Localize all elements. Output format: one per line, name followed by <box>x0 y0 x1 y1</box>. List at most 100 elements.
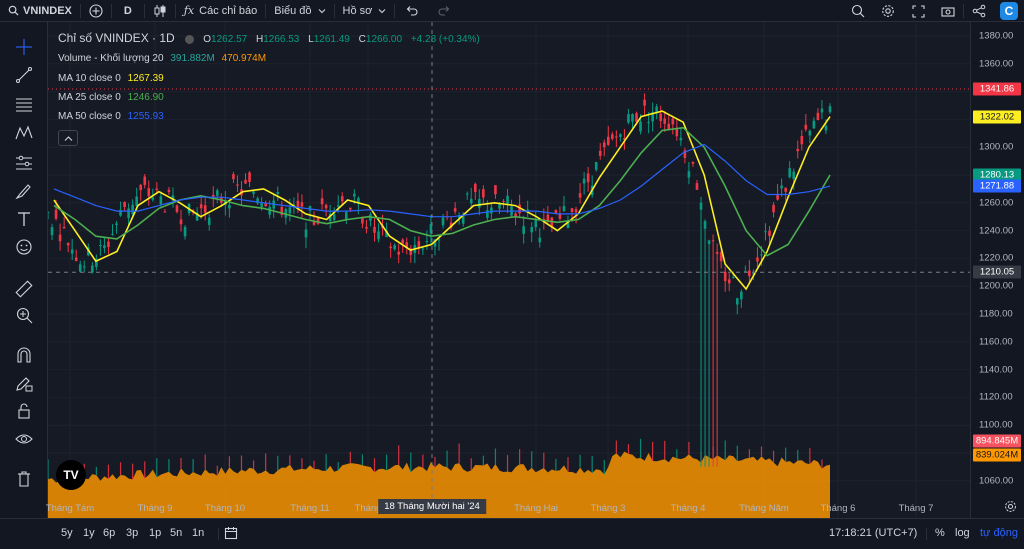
axis-settings-button[interactable] <box>1004 500 1017 516</box>
clock-display[interactable]: 17:18:21 (UTC+7) <box>829 527 918 539</box>
candle-body <box>171 195 175 201</box>
candle-body <box>276 192 280 194</box>
candle-body <box>752 273 755 275</box>
snapshot-button[interactable] <box>933 0 963 22</box>
candle-body <box>288 207 292 214</box>
settings-button[interactable] <box>873 0 903 22</box>
quick-search-button[interactable] <box>843 0 873 22</box>
magnet-tool[interactable] <box>12 344 36 366</box>
candle-body <box>203 205 207 213</box>
candle-body <box>542 218 546 221</box>
high-label: H <box>255 34 264 45</box>
price-chart[interactable] <box>48 22 970 518</box>
candle-body <box>103 245 106 249</box>
price-tick-label: 1200.00 <box>979 280 1014 292</box>
tradingview-logo[interactable]: TV <box>56 460 86 490</box>
candle-type-button[interactable] <box>145 0 175 22</box>
stay-in-drawing-tool[interactable] <box>12 372 36 394</box>
symbol-search-button[interactable]: VNINDEX <box>0 0 80 22</box>
divider <box>265 3 267 18</box>
price-tick-label: 1180.00 <box>979 308 1013 320</box>
candle-body <box>324 204 328 209</box>
symbol-label: VNINDEX <box>23 4 72 17</box>
candle-body <box>651 112 654 122</box>
emoji-tool[interactable] <box>12 236 36 258</box>
divider <box>174 3 176 18</box>
profile-dropdown[interactable]: Hồ sơ <box>335 0 395 22</box>
candle-body <box>558 213 562 219</box>
trend-line-tool[interactable] <box>12 64 36 86</box>
divider <box>333 3 335 18</box>
undo-button[interactable] <box>395 0 428 22</box>
candle-body <box>611 134 614 139</box>
time-axis[interactable]: Tháng Tám Tháng 9 Tháng 10 Tháng 11 Tháng Thá… <box>45 498 970 518</box>
text-tool[interactable] <box>12 208 36 230</box>
range-1n-button[interactable]: 1n <box>192 527 205 539</box>
compare-symbol-button[interactable] <box>81 0 111 22</box>
measure-tool[interactable] <box>12 278 36 300</box>
price-axis[interactable]: 1380.001360.001340.001320.001300.001280.… <box>970 22 1024 518</box>
candle-body <box>594 161 598 170</box>
candle-body <box>534 220 538 228</box>
candle-body <box>828 106 832 113</box>
redo-button[interactable] <box>428 0 461 22</box>
pattern-tool[interactable] <box>12 122 36 144</box>
candle-body <box>699 202 703 210</box>
range-6p-button[interactable]: 6p <box>103 527 116 539</box>
brand-logo[interactable]: C <box>994 0 1024 22</box>
fullscreen-button[interactable] <box>903 0 933 22</box>
range-5y-button[interactable]: 5y <box>61 527 73 539</box>
candle-body <box>522 226 525 234</box>
candle-body <box>139 184 143 191</box>
lock-drawings-tool[interactable] <box>12 400 36 422</box>
candle-body <box>70 249 74 254</box>
forecast-tool[interactable] <box>12 152 36 174</box>
candle-body <box>256 198 259 204</box>
candle-body <box>675 127 679 137</box>
lock-icon <box>18 403 30 419</box>
candle-body <box>365 227 368 229</box>
candle-body <box>268 206 272 215</box>
interval-button[interactable]: D <box>123 4 132 17</box>
date-range-button[interactable] <box>218 528 219 540</box>
time-tick-label: Tháng 9 <box>137 503 173 514</box>
price-tick-label: 1260.00 <box>979 197 1014 209</box>
price-tick-label: 1160.00 <box>979 336 1013 348</box>
candle-body <box>115 223 118 226</box>
chart-pane[interactable] <box>48 22 970 518</box>
range-5n-button[interactable]: 5n <box>170 527 183 539</box>
calendar-icon[interactable] <box>224 526 238 543</box>
candle-body <box>490 207 493 214</box>
log-scale-button[interactable]: log <box>955 527 970 539</box>
candle-body <box>619 134 622 137</box>
candle-body <box>437 239 441 241</box>
candle-body <box>679 137 683 141</box>
add-circle-icon <box>89 3 103 18</box>
share-button[interactable] <box>964 0 994 22</box>
indicators-button[interactable]: ƒx Các chỉ báo <box>176 0 265 22</box>
legend-collapse-button[interactable] <box>58 130 78 146</box>
candle-body <box>695 183 699 190</box>
percent-scale-button[interactable]: % <box>935 527 945 539</box>
chevron-down-icon <box>318 8 325 13</box>
hide-drawings-tool[interactable] <box>12 428 36 450</box>
candle-body <box>816 112 820 121</box>
zoom-tool[interactable] <box>12 304 36 326</box>
range-3p-button[interactable]: 3p <box>126 527 139 539</box>
brush-tool[interactable] <box>12 180 36 202</box>
time-tick-label: Tháng Tám <box>45 503 95 514</box>
candle-body <box>756 257 759 262</box>
fib-tool[interactable] <box>12 94 36 116</box>
auto-scale-button[interactable]: tự động <box>980 527 1018 539</box>
range-1p-button[interactable]: 1p <box>149 527 162 539</box>
candle-body <box>659 113 663 121</box>
candle-body <box>211 194 215 197</box>
open-label: O <box>203 34 212 45</box>
candle-body <box>639 121 642 132</box>
crosshair-tool[interactable] <box>12 36 36 58</box>
candle-body <box>175 205 179 212</box>
gear-icon <box>882 5 894 17</box>
chart-type-dropdown[interactable]: Biểu đồ <box>266 0 333 22</box>
remove-drawings-tool[interactable] <box>12 468 36 490</box>
range-1y-button[interactable]: 1y <box>83 527 95 539</box>
